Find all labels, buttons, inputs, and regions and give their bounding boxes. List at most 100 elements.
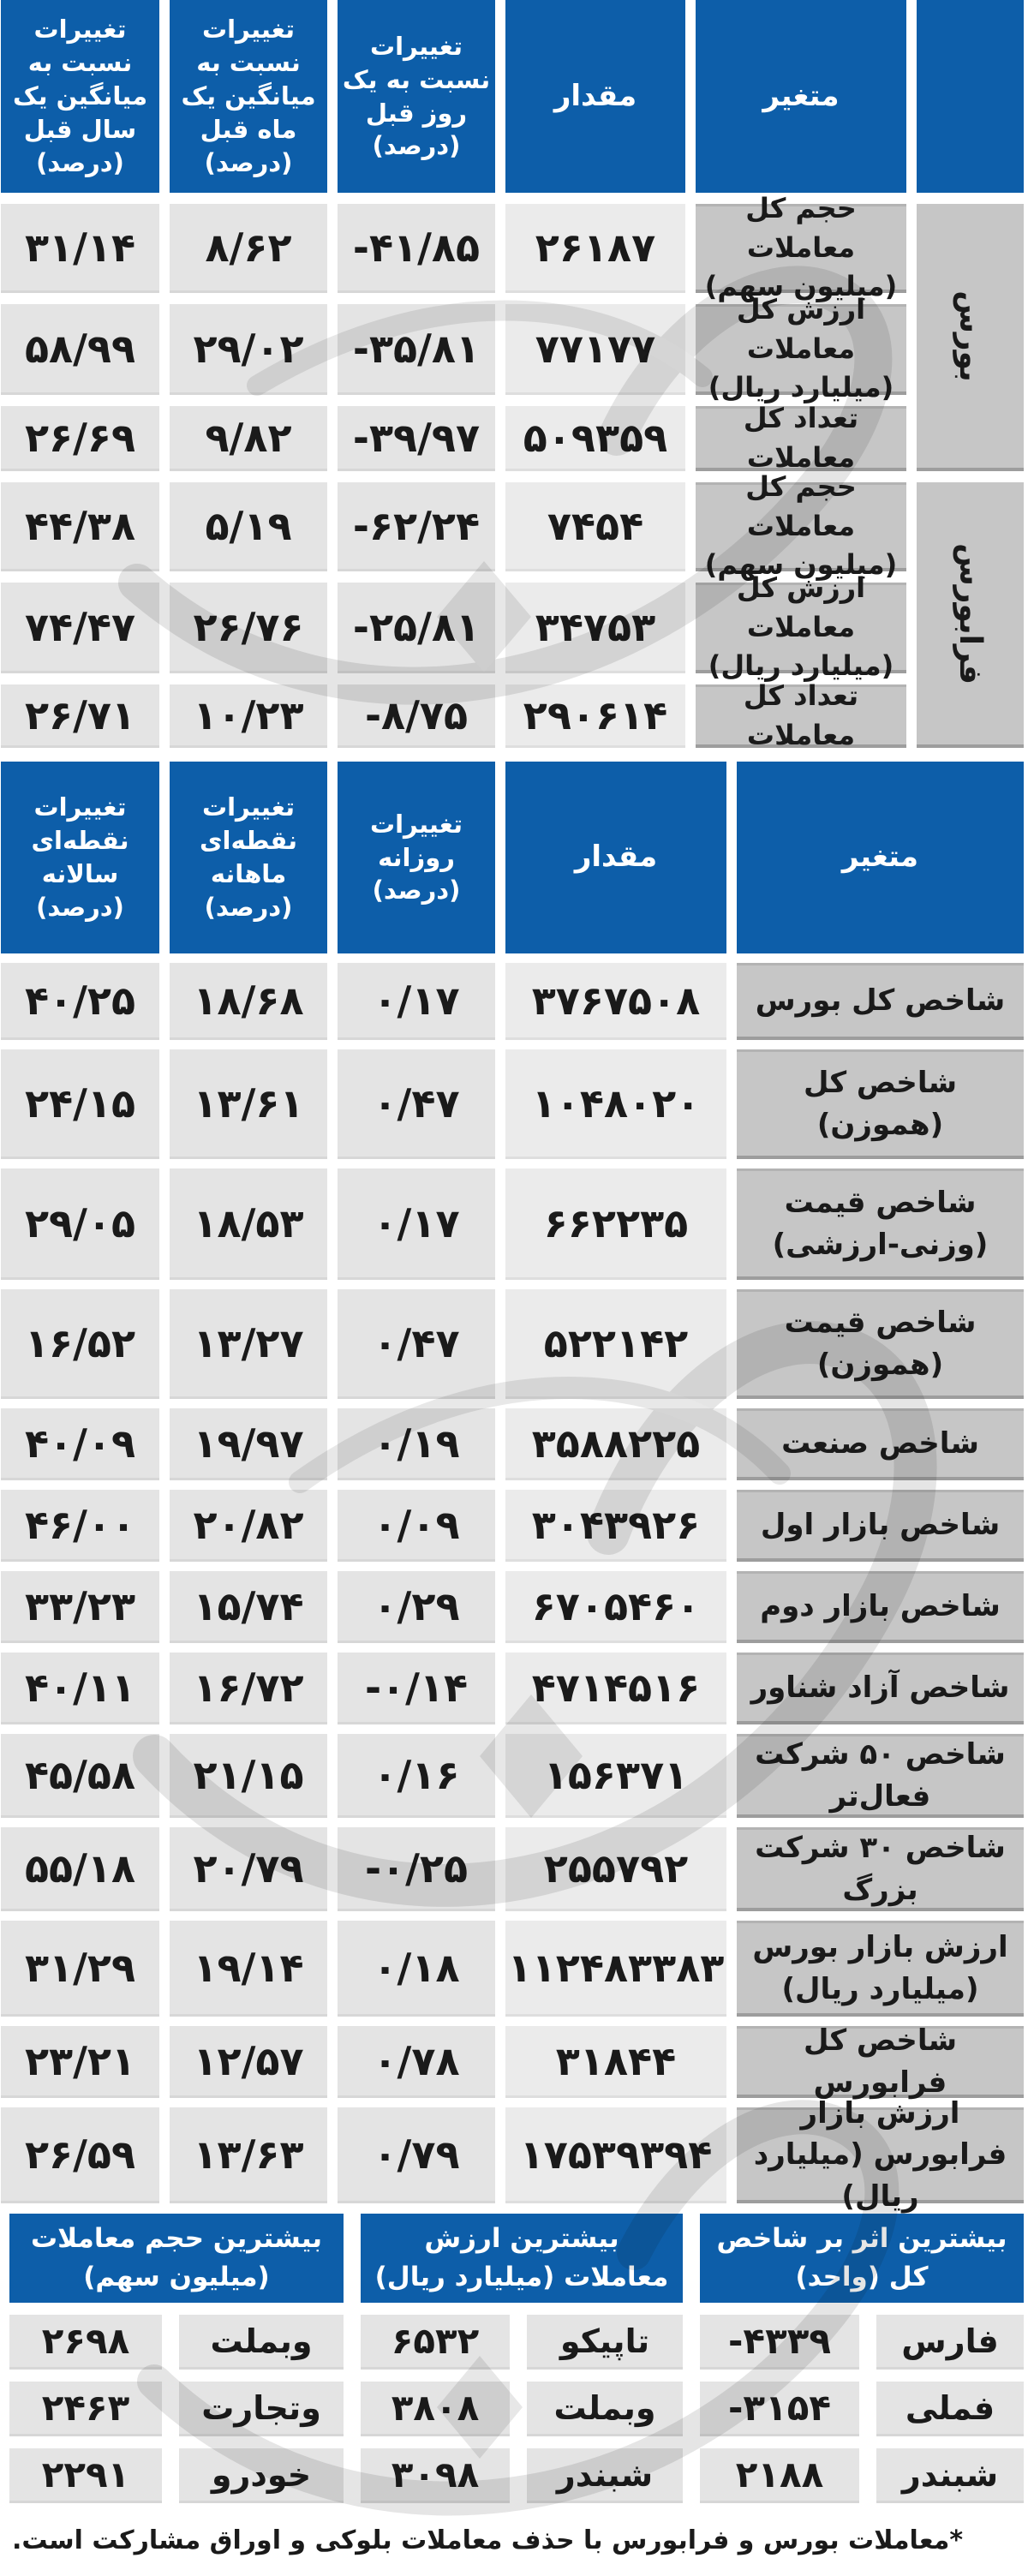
variable-label-cell: حجم کل معاملات (میلیون سهم) [696,470,906,581]
ticker-name-cell: شبندر [876,2448,1024,2503]
yearly-change-cell: ۴۰/۲۵ [1,963,159,1040]
day-change-cell: -۳۵/۸۱ [338,304,495,395]
table2-header-monthly: تغییرات نقطه‌ای ماهانه (درصد) [170,762,327,953]
year-change-cell: ۳۱/۱۴ [1,204,159,293]
year-change-cell: ۲۶/۷۱ [1,684,159,748]
monthly-change-cell: ۱۳/۲۷ [170,1289,327,1399]
group-label-text: فرابورس [952,542,988,684]
trade-value-cell: ۳۰۹۸ [361,2448,510,2503]
impact-value-cell: -۴۳۳۹ [700,2315,859,2370]
table3-header-trade-value: بیشترین ارزش معاملات (میلیارد ریال) [361,2214,683,2303]
month-change-cell: ۵/۱۹ [170,482,327,571]
trade-value-cell: ۶۵۳۲ [361,2315,510,2370]
trade-value-cell: ۳۸۰۸ [361,2382,510,2436]
variable-label-cell: ارزش بازار بورس (میلیارد ریال) [737,1921,1024,2017]
daily-change-cell: ۰/۱۹ [338,1408,495,1480]
daily-change-cell: ۰/۱۶ [338,1734,495,1818]
trade-volume-cell: ۲۲۹۱ [9,2448,162,2503]
year-change-cell: ۴۴/۳۸ [1,482,159,571]
year-change-cell: ۲۶/۶۹ [1,406,159,471]
table2-header-yearly: تغییرات نقطه‌ای سالانه (درصد) [1,762,159,953]
variable-label-cell: شاخص ۳۰ شرکت بزرگ [737,1827,1024,1911]
monthly-change-cell: ۲۱/۱۵ [170,1734,327,1818]
month-change-cell: ۲۶/۷۶ [170,583,327,673]
monthly-change-cell: ۱۹/۹۷ [170,1408,327,1480]
ticker-name-cell: وبملت [527,2382,683,2436]
variable-label-cell: شاخص قیمت (هموزن) [737,1289,1024,1399]
variable-label-cell: شاخص آزاد شناور [737,1653,1024,1724]
monthly-change-cell: ۲۰/۸۲ [170,1490,327,1562]
value-cell: ۲۹۰۶۱۴ [505,684,685,748]
impact-value-cell: -۳۱۵۴ [700,2382,859,2436]
variable-label-cell: شاخص کل بورس [737,963,1024,1040]
daily-change-cell: ۰/۷۸ [338,2026,495,2098]
daily-change-cell: ۰/۷۹ [338,2107,495,2203]
variable-label-cell: تعداد کل معاملات [696,679,906,751]
variable-label-cell: شاخص قیمت (وزنی-ارزشی) [737,1168,1024,1280]
ticker-name-cell: وتجارت [179,2382,344,2436]
table2-header-value: مقدار [505,762,726,953]
value-cell: ۱۰۴۸۰۲۰ [505,1049,726,1159]
value-cell: ۳۴۷۵۳ [505,583,685,673]
ticker-name-cell: فملی [876,2382,1024,2436]
monthly-change-cell: ۱۸/۵۳ [170,1168,327,1280]
day-change-cell: -۴۱/۸۵ [338,204,495,293]
yearly-change-cell: ۴۶/۰۰ [1,1490,159,1562]
yearly-change-cell: ۲۶/۵۹ [1,2107,159,2203]
daily-change-cell: ۰/۱۸ [338,1921,495,2017]
year-change-cell: ۵۸/۹۹ [1,304,159,395]
monthly-change-cell: ۲۰/۷۹ [170,1827,327,1911]
variable-label-cell: ارزش کل معاملات (میلیارد ریال) [696,293,906,403]
day-change-cell: -۶۲/۲۴ [338,482,495,571]
yearly-change-cell: ۳۱/۲۹ [1,1921,159,2017]
value-cell: ۵۲۲۱۴۲ [505,1289,726,1399]
table1-header-variable: متغیر [696,0,906,193]
value-cell: ۶۷۰۵۴۶۰ [505,1571,726,1643]
value-cell: ۷۴۵۴ [505,482,685,571]
day-change-cell: -۳۹/۹۷ [338,406,495,471]
value-cell: ۳۰۴۳۹۲۶ [505,1490,726,1562]
ticker-name-cell: تاپیکو [527,2315,683,2370]
day-change-cell: -۸/۷۵ [338,684,495,748]
yearly-change-cell: ۴۰/۰۹ [1,1408,159,1480]
monthly-change-cell: ۱۹/۱۴ [170,1921,327,2017]
value-cell: ۳۷۶۷۵۰۸ [505,963,726,1040]
top-movers-table: بیشترین اثر بر شاخص کل (واحد) بیشترین ار… [0,2214,1024,2503]
indices-table: متغیر مقدار تغییرات روزانه (درصد) تغییرا… [0,762,1024,2214]
daily-change-cell: -۰/۲۵ [338,1827,495,1911]
variable-label-cell: شاخص کل فرابورس [737,2023,1024,2100]
value-cell: ۳۱۸۴۴ [505,2026,726,2098]
table1-header-year-change: تغییرات نسبت به میانگین یک سال قبل (درصد… [1,0,159,193]
value-cell: ۱۷۵۳۹۳۹۴ [505,2107,726,2203]
group-label-bourse: بورس [917,204,1024,471]
ticker-name-cell: شبندر [527,2448,683,2503]
group-header-spacer [917,0,1024,193]
footnote-text: *معاملات بورس و فرابورس با حذف معاملات ب… [12,2525,964,2555]
variable-label-cell: شاخص کل (هموزن) [737,1049,1024,1159]
variable-label-cell: شاخص صنعت [737,1408,1024,1480]
trade-volume-cell: ۲۴۶۳ [9,2382,162,2436]
market-activity-table: متغیر مقدار تغییرات نسبت به یک روز قبل (… [0,0,1024,751]
month-change-cell: ۹/۸۲ [170,406,327,471]
month-change-cell: ۲۹/۰۲ [170,304,327,395]
impact-value-cell: ۲۱۸۸ [700,2448,859,2503]
daily-change-cell: ۰/۰۹ [338,1490,495,1562]
daily-change-cell: -۰/۱۴ [338,1653,495,1724]
value-cell: ۷۷۱۷۷ [505,304,685,395]
value-cell: ۲۶۱۸۷ [505,204,685,293]
trade-volume-cell: ۲۶۹۸ [9,2315,162,2370]
value-cell: ۱۱۲۴۸۳۳۸۳ [505,1921,726,2017]
variable-label-cell: تعداد کل معاملات [696,402,906,474]
table2-header-daily: تغییرات روزانه (درصد) [338,762,495,953]
value-cell: ۶۶۲۲۳۵ [505,1168,726,1280]
yearly-change-cell: ۴۵/۵۸ [1,1734,159,1818]
daily-change-cell: ۰/۴۷ [338,1289,495,1399]
yearly-change-cell: ۱۶/۵۲ [1,1289,159,1399]
table2-header-variable: متغیر [737,762,1024,953]
variable-label-cell: شاخص بازار دوم [737,1571,1024,1643]
daily-change-cell: ۰/۲۹ [338,1571,495,1643]
table1-header-value: مقدار [505,0,685,193]
value-cell: ۱۵۶۳۷۱ [505,1734,726,1818]
yearly-change-cell: ۳۳/۲۳ [1,1571,159,1643]
variable-label-cell: حجم کل معاملات (میلیون سهم) [696,192,906,302]
